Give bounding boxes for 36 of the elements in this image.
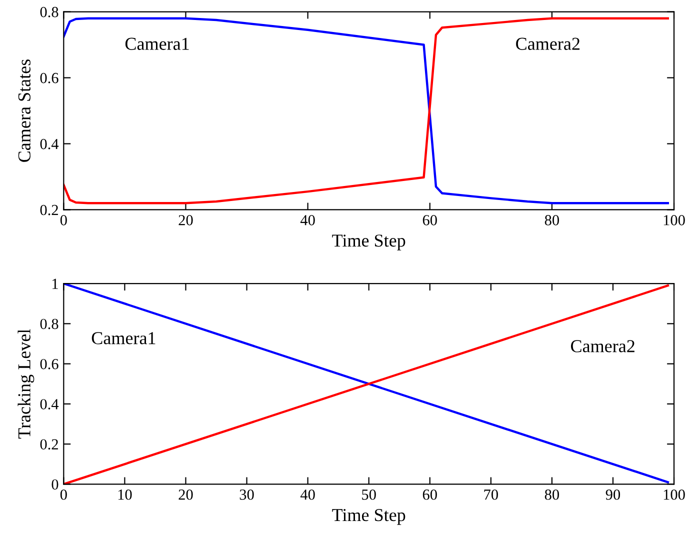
series-label: Camera2 [516,38,580,50]
y-tick-label: 1 [52,278,58,289]
x-tick-label: 90 [606,489,620,500]
x-tick-label: 100 [664,489,685,500]
line-series [64,17,670,204]
x-axis-title: Time Step [332,234,406,250]
x-tick-label: 40 [300,489,315,500]
x-tick-label: 20 [178,215,193,226]
x-axis-title: Time Step [332,509,406,525]
x-tick-label: 70 [484,489,498,500]
y-tick-label: 0.4 [40,399,59,410]
y-tick-label: 0.6 [40,358,58,370]
x-tick-label: 80 [544,489,559,500]
x-tick-label: 100 [664,215,685,226]
y-axis-title: Camera States [18,60,30,162]
y-tick-label: 0.4 [40,138,59,150]
x-tick-label: 50 [362,489,376,500]
x-tick-label: 40 [300,215,315,226]
x-tick-label: 0 [60,215,67,226]
x-tick-label: 10 [118,489,132,500]
y-tick-label: 0.8 [40,6,58,18]
series-label: Camera1 [92,332,156,344]
x-tick-label: 60 [422,489,437,500]
y-tick-label: 0.6 [40,72,58,84]
y-axis-title: Tracking Level [18,329,34,439]
x-tick-label: 20 [178,489,193,500]
y-tick-label: 0.8 [40,318,58,330]
y-tick-label: 0.2 [40,204,58,216]
x-tick-label: 60 [422,215,437,226]
x-tick-label: 0 [60,489,67,500]
y-tick-label: 0 [52,479,58,490]
x-tick-label: 30 [240,489,254,500]
series-label: Camera2 [570,340,634,352]
x-tick-label: 80 [544,215,559,226]
series-label: Camera1 [125,38,189,50]
y-tick-label: 0.2 [40,439,58,450]
